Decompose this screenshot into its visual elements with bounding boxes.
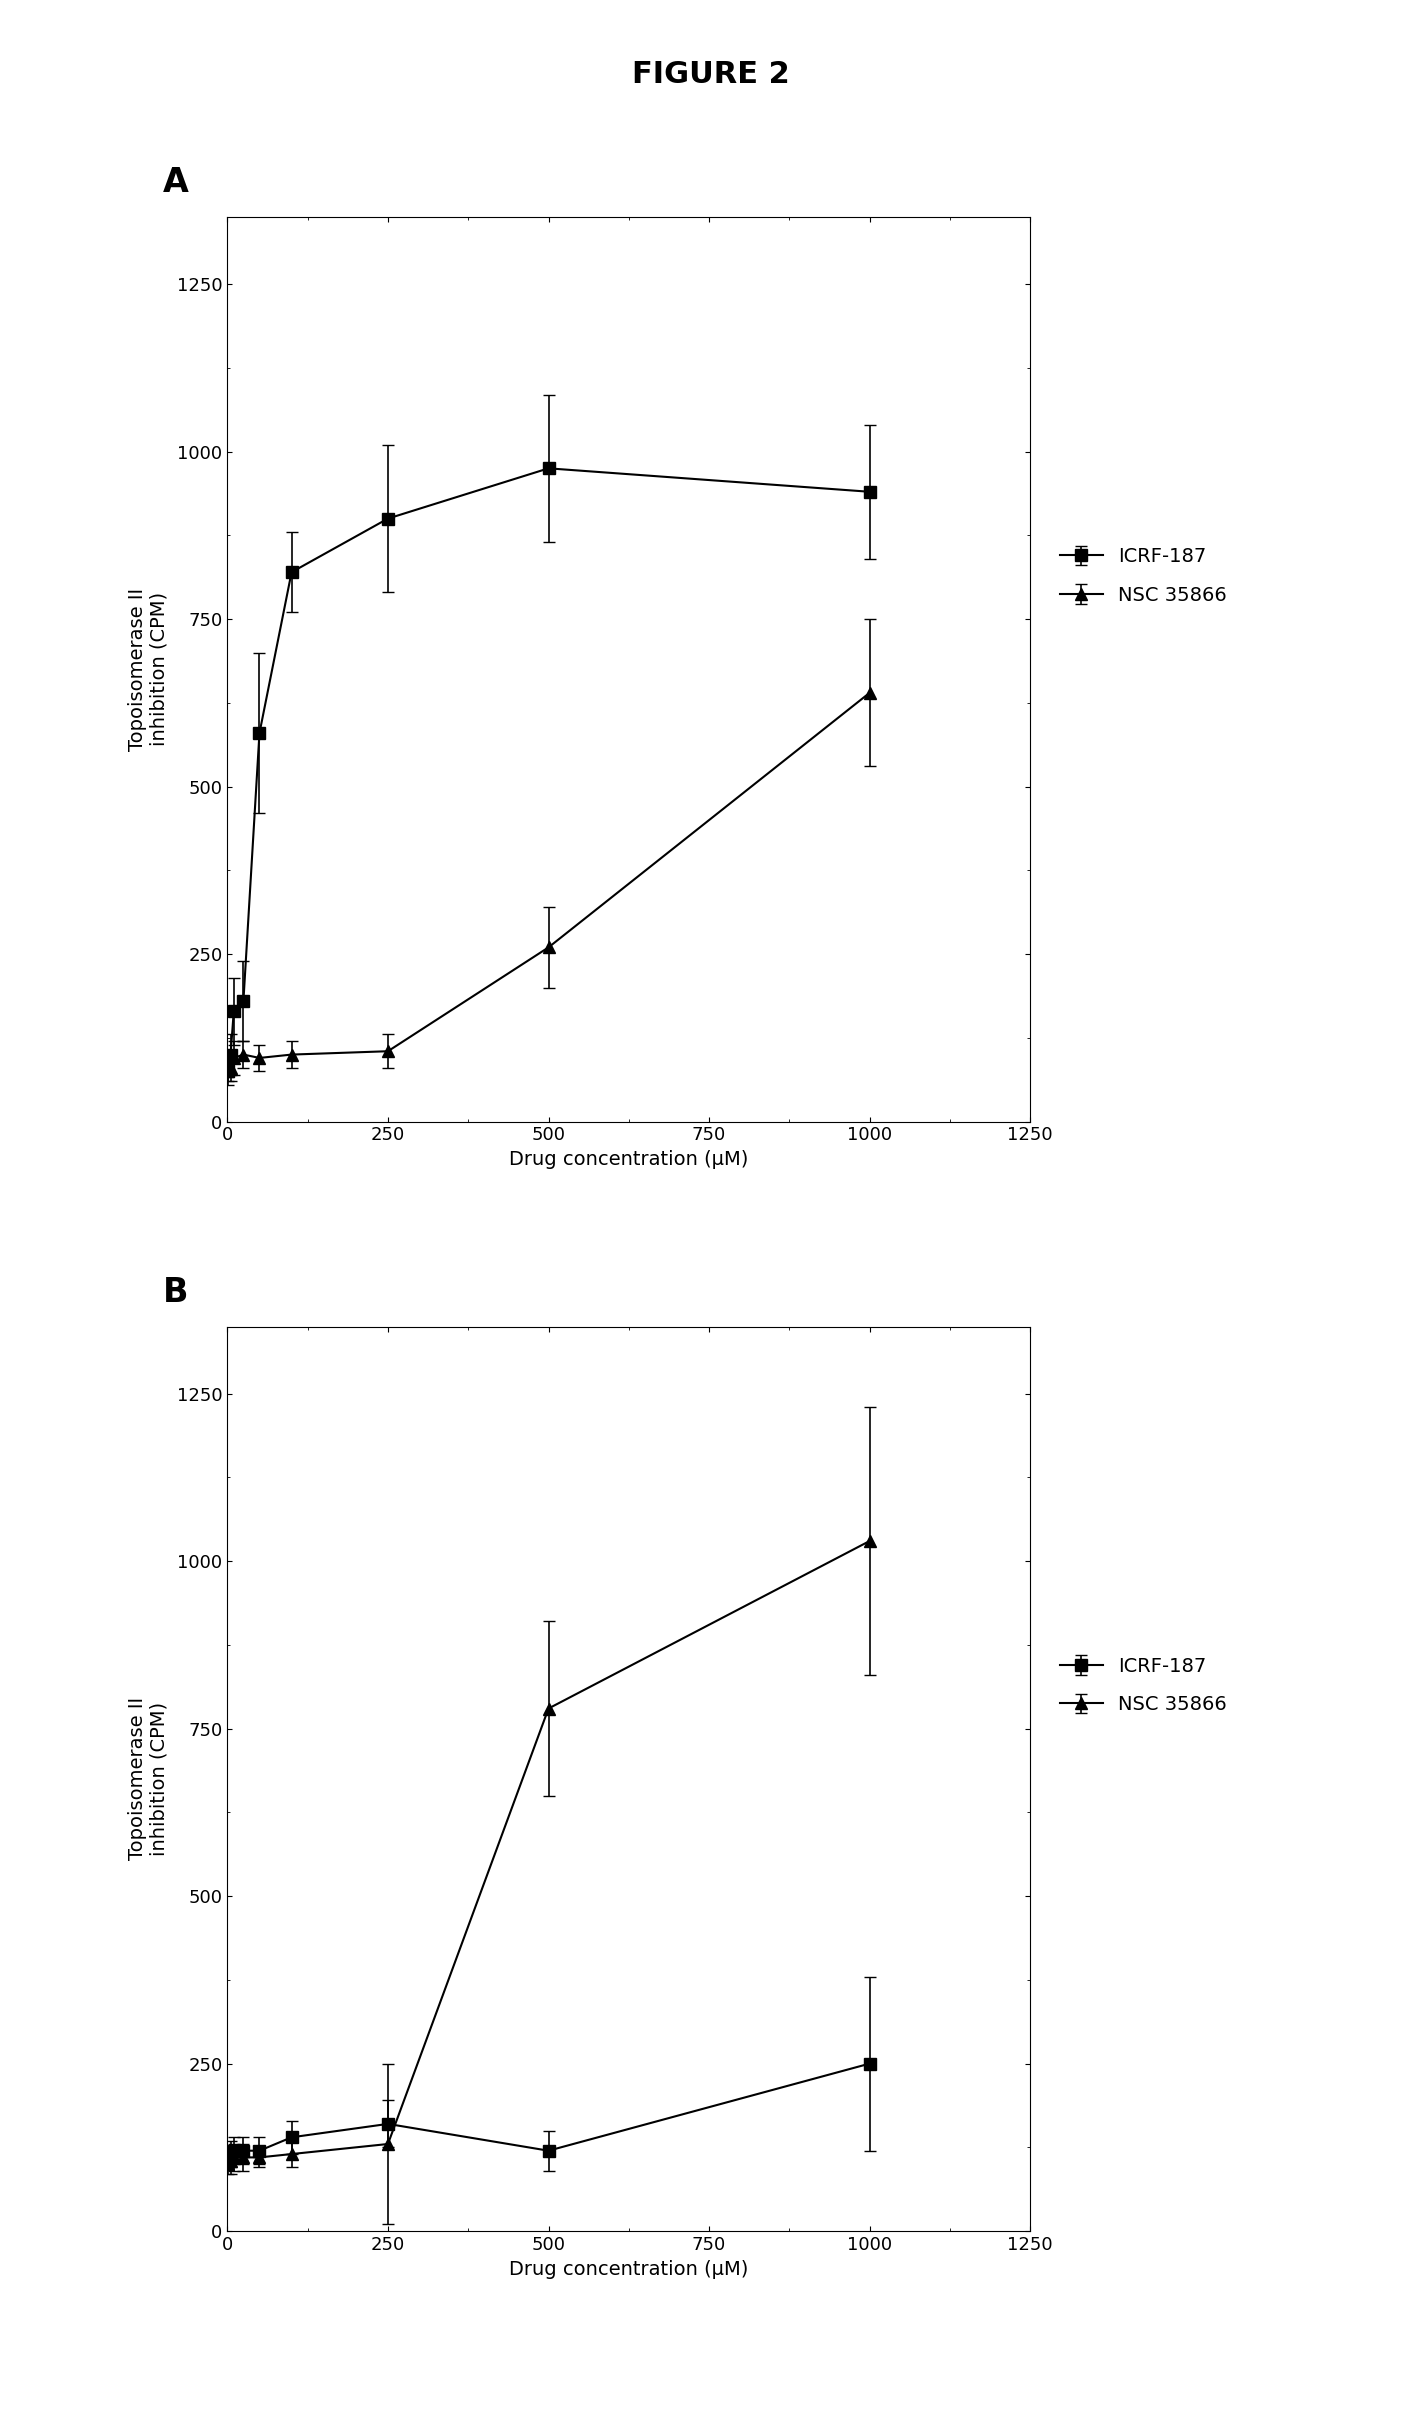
X-axis label: Drug concentration (μM): Drug concentration (μM) [509,1151,749,1170]
Legend: ICRF-187, NSC 35866: ICRF-187, NSC 35866 [1056,543,1231,608]
Text: B: B [163,1276,189,1307]
Text: A: A [163,166,189,198]
Legend: ICRF-187, NSC 35866: ICRF-187, NSC 35866 [1056,1652,1231,1717]
Y-axis label: Topoisomerase II
inhibition (CPM): Topoisomerase II inhibition (CPM) [128,1698,169,1860]
Y-axis label: Topoisomerase II
inhibition (CPM): Topoisomerase II inhibition (CPM) [128,589,169,750]
Text: FIGURE 2: FIGURE 2 [631,60,790,89]
X-axis label: Drug concentration (μM): Drug concentration (μM) [509,2260,749,2279]
